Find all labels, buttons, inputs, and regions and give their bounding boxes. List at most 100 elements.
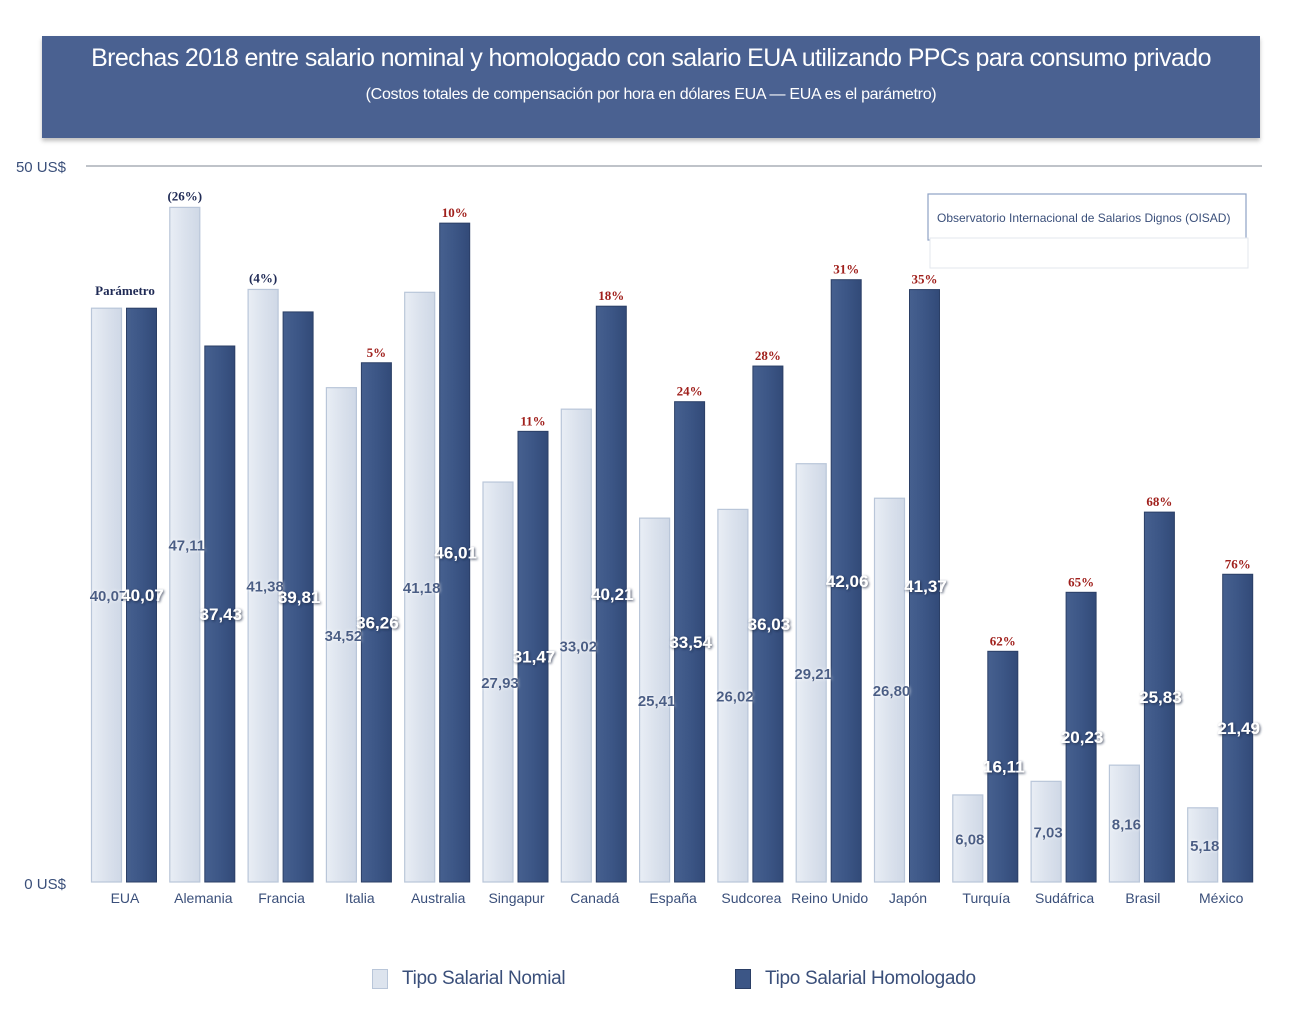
gap-label: 5% bbox=[367, 345, 387, 360]
x-tick-label: Sudáfrica bbox=[1035, 890, 1094, 906]
data-label-nominal: 41,38 bbox=[246, 579, 284, 596]
parameter-label: Parámetro bbox=[95, 283, 155, 298]
bar-homologado bbox=[830, 279, 862, 883]
x-tick-label: México bbox=[1199, 890, 1244, 906]
gap-label: 11% bbox=[520, 413, 545, 428]
bar-homologado bbox=[1065, 591, 1097, 883]
bar-nominal bbox=[1187, 807, 1219, 883]
gap-label: 24% bbox=[677, 384, 703, 399]
data-label-nominal: 41,18 bbox=[403, 580, 441, 597]
gap-label: 28% bbox=[755, 348, 781, 363]
bar-homologado bbox=[360, 362, 392, 883]
bar-nominal bbox=[90, 307, 123, 883]
bar-chart: 50 US$ 0 US$ Observatorio Internacional … bbox=[16, 159, 1262, 906]
data-label-homologado: 31,47 bbox=[513, 648, 556, 667]
bar-nominal bbox=[1030, 780, 1062, 883]
data-label-homologado: 16,11 bbox=[983, 758, 1025, 777]
x-tick-label: Sudcorea bbox=[721, 890, 781, 906]
bar-homologado bbox=[987, 650, 1019, 883]
data-label-homologado: 40,21 bbox=[591, 585, 634, 604]
gap-label: 62% bbox=[990, 633, 1016, 648]
bar-nominal bbox=[795, 463, 827, 883]
data-label-nominal: 34,52 bbox=[325, 628, 363, 645]
data-label-nominal: 33,02 bbox=[560, 639, 598, 656]
bar-homologado bbox=[1143, 511, 1175, 883]
data-label-nominal: 26,80 bbox=[873, 683, 911, 700]
x-tick-label: Brasil bbox=[1125, 890, 1160, 906]
bar-nominal bbox=[482, 481, 514, 883]
bar-homologado bbox=[909, 289, 940, 883]
x-tick-label: España bbox=[649, 890, 697, 906]
gap-label: (4%) bbox=[249, 270, 277, 285]
bars-layer bbox=[90, 206, 1254, 883]
gap-label: 31% bbox=[833, 262, 859, 277]
data-label-homologado: 41,37 bbox=[904, 577, 947, 596]
data-label-homologado: 40,07 bbox=[121, 586, 164, 605]
chart-subtitle: (Costos totales de compensación por hora… bbox=[365, 86, 937, 103]
bar-nominal bbox=[247, 288, 279, 883]
bar-homologado bbox=[126, 307, 157, 883]
source-box: Observatorio Internacional de Salarios D… bbox=[927, 193, 1249, 269]
gap-label: 68% bbox=[1146, 494, 1172, 509]
gap-label: 76% bbox=[1225, 556, 1251, 571]
data-label-nominal: 7,03 bbox=[1033, 825, 1062, 842]
bar-nominal bbox=[717, 508, 749, 883]
legend: Tipo Salarial Nomial Tipo Salarial Homol… bbox=[0, 968, 1298, 1000]
bar-homologado bbox=[517, 430, 549, 883]
chart-header: Brechas 2018 entre salario nominal y hom… bbox=[42, 36, 1260, 138]
gap-label: 10% bbox=[442, 205, 468, 220]
x-tick-label: Singapur bbox=[488, 890, 544, 906]
legend-swatch-homologado bbox=[735, 969, 751, 989]
bar-nominal bbox=[560, 408, 592, 883]
x-tick-label: Australia bbox=[411, 890, 466, 906]
data-label-homologado: 36,26 bbox=[356, 613, 399, 632]
data-label-nominal: 6,08 bbox=[955, 831, 984, 848]
data-label-homologado: 33,54 bbox=[669, 633, 712, 652]
data-label-nominal: 25,41 bbox=[638, 693, 676, 710]
bar-homologado bbox=[204, 345, 236, 883]
y-tick-label: 50 US$ bbox=[16, 159, 67, 176]
gap-label: 35% bbox=[912, 272, 938, 287]
legend-label-homologado: Tipo Salarial Homologado bbox=[765, 968, 976, 989]
gap-label: (26%) bbox=[167, 188, 202, 203]
bar-homologado bbox=[282, 311, 314, 883]
legend-item-nominal: Tipo Salarial Nomial bbox=[372, 968, 566, 990]
chart-title: Brechas 2018 entre salario nominal y hom… bbox=[91, 44, 1211, 72]
bar-nominal bbox=[325, 387, 357, 883]
bar-homologado bbox=[439, 222, 471, 883]
data-label-homologado: 20,23 bbox=[1061, 728, 1104, 747]
legend-item-homologado: Tipo Salarial Homologado bbox=[735, 968, 976, 990]
x-tick-label: Alemania bbox=[174, 890, 233, 906]
data-label-nominal: 27,93 bbox=[481, 675, 519, 692]
x-tick-label: Reino Unido bbox=[791, 890, 868, 906]
bar-nominal bbox=[169, 206, 201, 883]
bar-nominal bbox=[638, 517, 671, 883]
legend-swatch-nominal bbox=[372, 969, 388, 989]
data-label-nominal: 8,16 bbox=[1112, 817, 1141, 834]
bar-nominal bbox=[1108, 764, 1141, 883]
bar-homologado bbox=[674, 401, 706, 883]
data-label-homologado: 39,81 bbox=[278, 588, 321, 607]
data-label-nominal: 40,07 bbox=[90, 588, 128, 605]
legend-label-nominal: Tipo Salarial Nomial bbox=[402, 968, 566, 989]
data-label-nominal: 5,18 bbox=[1190, 838, 1219, 855]
x-tick-label: Japón bbox=[889, 890, 927, 906]
y-tick-label: 0 US$ bbox=[24, 876, 66, 893]
source-text: Observatorio Internacional de Salarios D… bbox=[937, 211, 1230, 225]
x-tick-label: Canadá bbox=[570, 890, 619, 906]
bar-nominal bbox=[873, 497, 906, 883]
data-label-homologado: 21,49 bbox=[1217, 719, 1260, 738]
x-tick-label: EUA bbox=[111, 890, 140, 906]
gap-label: 65% bbox=[1068, 574, 1094, 589]
bar-homologado bbox=[595, 305, 627, 883]
x-tick-label: Francia bbox=[258, 890, 305, 906]
bar-homologado bbox=[1222, 573, 1254, 883]
data-label-nominal: 47,11 bbox=[168, 538, 205, 555]
data-label-homologado: 46,01 bbox=[434, 544, 477, 563]
data-label-homologado: 25,83 bbox=[1139, 688, 1182, 707]
x-tick-label: Turquía bbox=[962, 890, 1010, 906]
bar-homologado bbox=[752, 365, 784, 883]
x-tick-label: Italia bbox=[345, 890, 375, 906]
bar-nominal bbox=[404, 291, 436, 883]
